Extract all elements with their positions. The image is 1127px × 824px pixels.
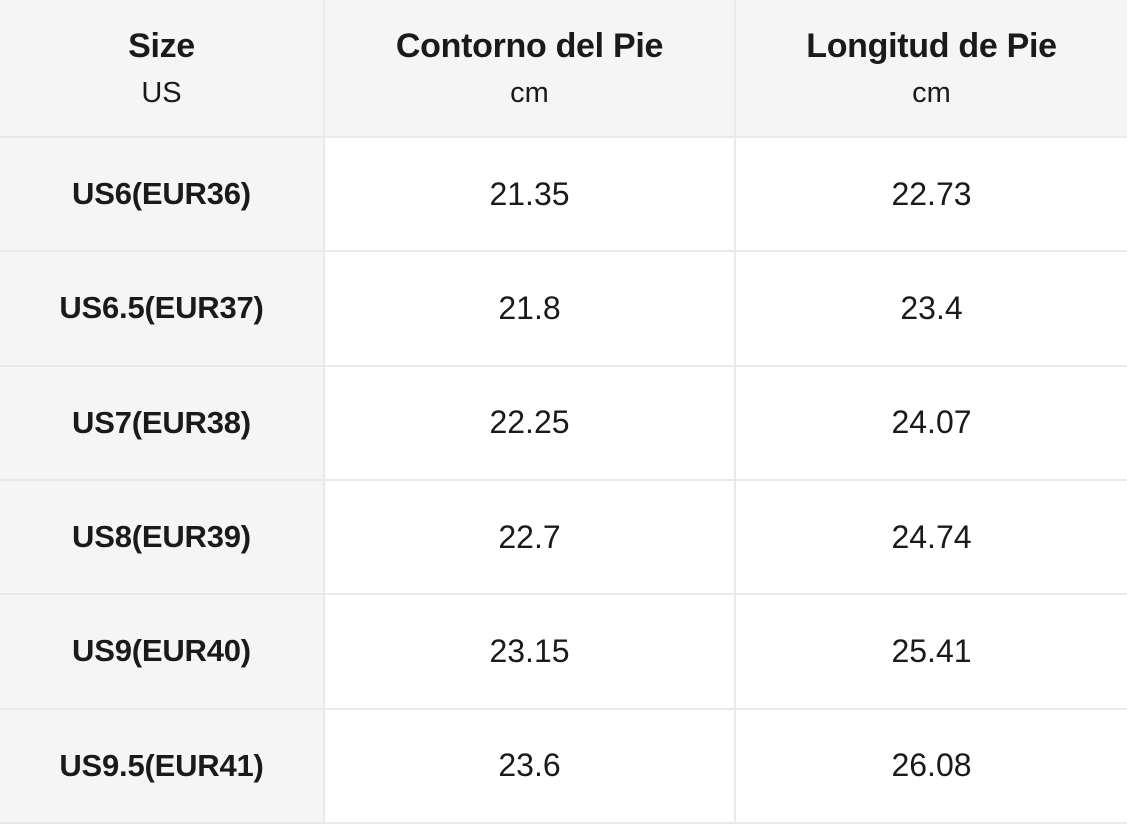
row-size-label: US9(EUR40) [0,595,323,708]
column-unit-longitud: cm [912,76,951,109]
row-size-label: US9.5(EUR41) [0,709,323,822]
row-longitud-value: 23.4 [736,252,1127,365]
row-size-label: US6(EUR36) [0,138,323,251]
header-cell-longitud: Longitud de Pie cm [736,0,1127,136]
row-longitud-value: 24.07 [736,366,1127,479]
column-unit-contorno: cm [510,76,549,109]
row-contorno-value: 21.8 [325,252,734,365]
row-size-label: US6.5(EUR37) [0,252,323,365]
row-contorno-value: 21.35 [325,138,734,251]
column-unit-size: US [141,76,182,109]
row-contorno-value: 23.15 [325,595,734,708]
row-contorno-value: 23.6 [325,709,734,822]
row-longitud-value: 25.41 [736,595,1127,708]
column-title-size: Size [128,27,195,66]
row-contorno-value: 22.7 [325,481,734,594]
row-longitud-value: 26.08 [736,709,1127,822]
column-title-longitud: Longitud de Pie [806,27,1057,66]
row-longitud-value: 24.74 [736,481,1127,594]
row-longitud-value: 22.73 [736,138,1127,251]
row-size-label: US8(EUR39) [0,481,323,594]
header-cell-contorno: Contorno del Pie cm [325,0,734,136]
column-title-contorno: Contorno del Pie [395,27,664,66]
row-size-label: US7(EUR38) [0,366,323,479]
header-cell-size: Size US [0,0,323,136]
row-contorno-value: 22.25 [325,366,734,479]
